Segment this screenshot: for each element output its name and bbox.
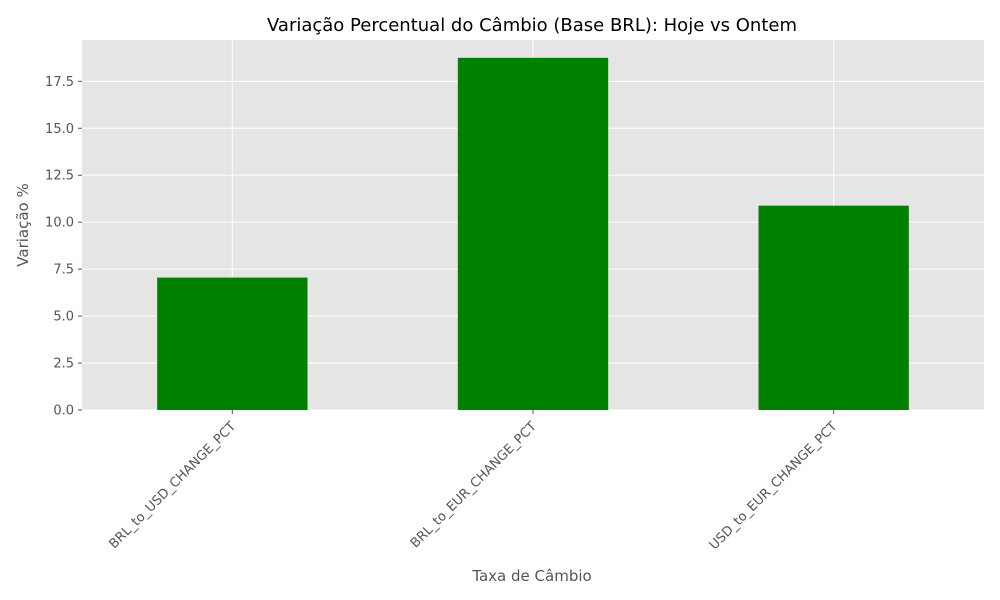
chart-title: Variação Percentual do Câmbio (Base BRL)… [267, 15, 797, 36]
y-tick-label: 12.5 [45, 169, 74, 184]
y-axis-ticks: 0.0 2.5 5.0 7.5 10.0 12.5 15.0 17.5 [45, 75, 82, 419]
y-tick-label: 17.5 [45, 75, 74, 90]
bars [157, 57, 909, 410]
x-axis-ticks: BRL_to_USD_CHANGE_PCT BRL_to_EUR_CHANGE_P… [106, 410, 841, 553]
y-tick-label: 2.5 [53, 357, 74, 372]
y-tick-label: 5.0 [53, 310, 74, 325]
x-axis-label: Taxa de Câmbio [471, 567, 591, 585]
bar [457, 57, 609, 410]
bar [758, 205, 909, 410]
y-tick-label: 15.0 [45, 122, 74, 137]
y-tick-label: 10.0 [45, 216, 74, 231]
x-tick-label: BRL_to_USD_CHANGE_PCT [106, 419, 239, 552]
y-tick-label: 7.5 [53, 263, 74, 278]
x-tick-label: USD_to_EUR_CHANGE_PCT [707, 419, 841, 553]
y-tick-label: 0.0 [53, 404, 74, 419]
x-tick-label: BRL_to_EUR_CHANGE_PCT [408, 419, 540, 551]
y-axis-label: Variação % [14, 183, 32, 266]
bar [157, 277, 308, 410]
